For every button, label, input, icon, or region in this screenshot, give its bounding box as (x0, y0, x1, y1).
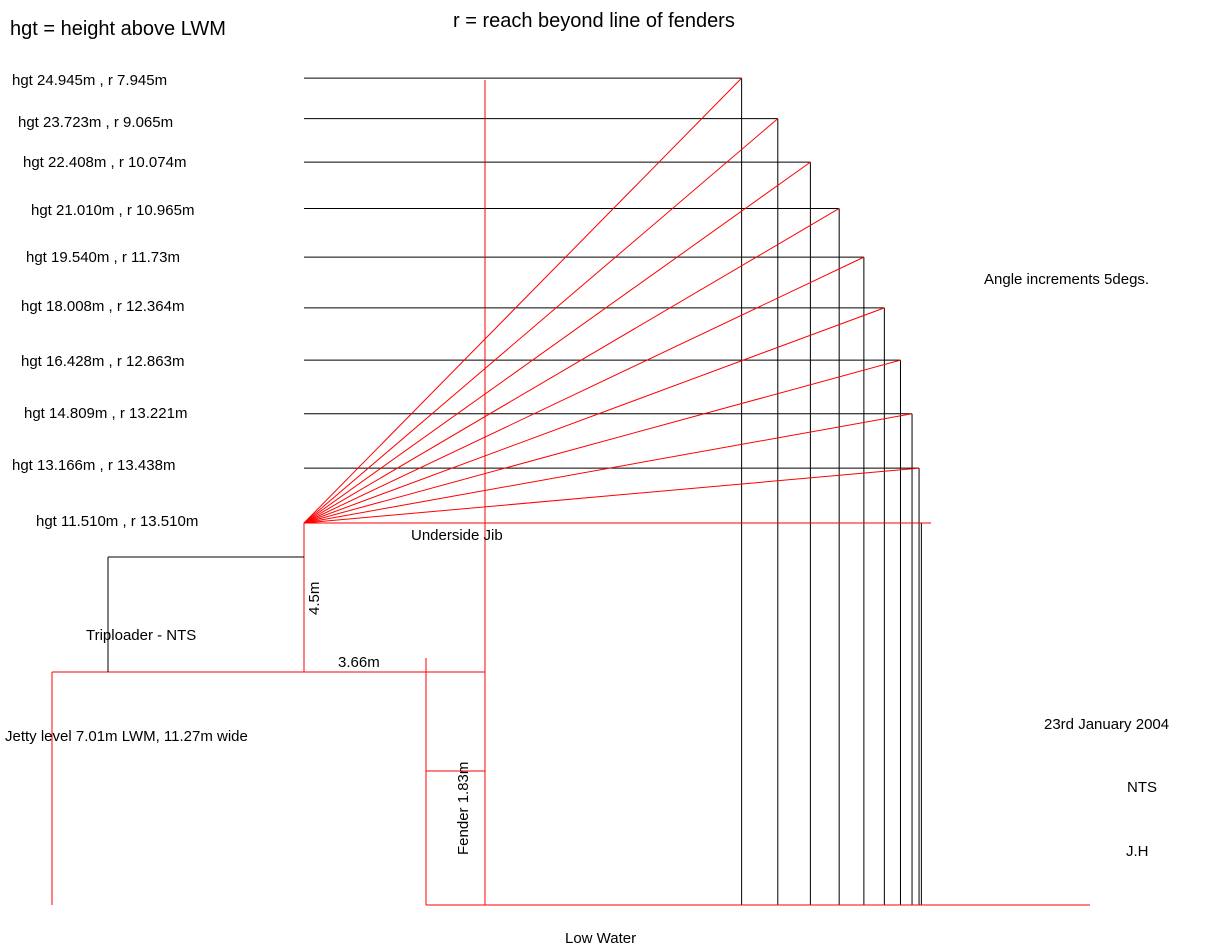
angle-increments-note: Angle increments 5degs. (984, 271, 1149, 288)
drawing-scale: NTS (1127, 779, 1157, 796)
jetty-level-label: Jetty level 7.01m LWM, 11.27m wide (5, 728, 248, 745)
structure-outline (51, 80, 1090, 906)
reach-legend: r = reach beyond line of fenders (453, 10, 735, 32)
level-lines-group (304, 77, 922, 905)
dim-3-66-label: 3.66m (338, 654, 380, 671)
position-label: hgt 13.166m , r 13.438m (12, 457, 175, 474)
jib-position-line (303, 359, 901, 524)
position-label: hgt 14.809m , r 13.221m (24, 405, 187, 422)
jib-position-line (303, 208, 840, 524)
hgt-legend: hgt = height above LWM (10, 18, 226, 40)
jib-position-line (303, 161, 811, 524)
position-label: hgt 11.510m , r 13.510m (36, 513, 198, 530)
jib-position-line (303, 256, 865, 524)
underside-jib-label: Underside Jib (411, 527, 503, 544)
drawing-author: J.H (1126, 843, 1149, 860)
position-label: hgt 16.428m , r 12.863m (21, 353, 184, 370)
jib-position-line (303, 118, 779, 524)
fender-label: Fender 1.83m (455, 762, 472, 855)
jib-position-line (303, 467, 920, 524)
triploader-label: Triploader - NTS (86, 627, 196, 644)
triploader-outline (107, 556, 304, 672)
position-label: hgt 23.723m , r 9.065m (18, 114, 173, 131)
jib-position-line (303, 77, 742, 524)
position-label: hgt 18.008m , r 12.364m (21, 298, 184, 315)
jib-position-line (303, 413, 913, 524)
position-label: hgt 24.945m , r 7.945m (12, 72, 167, 89)
position-label: hgt 22.408m , r 10.074m (23, 154, 186, 171)
position-label: hgt 19.540m , r 11.73m (26, 249, 180, 266)
position-label: hgt 21.010m , r 10.965m (31, 202, 194, 219)
dim-4-5-label: 4.5m (306, 582, 323, 615)
low-water-label: Low Water (565, 930, 636, 947)
jib-position-line (303, 307, 885, 524)
jib-lines-group (303, 77, 920, 524)
drawing-date: 23rd January 2004 (1044, 716, 1169, 733)
